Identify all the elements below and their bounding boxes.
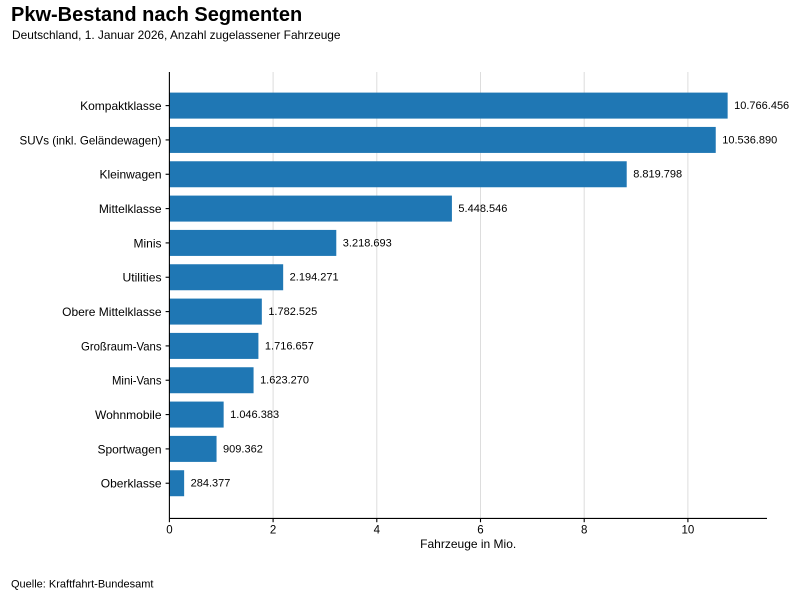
svg-text:1.046.383: 1.046.383 (230, 409, 279, 421)
svg-text:1.716.657: 1.716.657 (265, 340, 314, 352)
svg-text:Fahrzeuge in Mio.: Fahrzeuge in Mio. (420, 537, 516, 551)
svg-text:SUVs (inkl. Geländewagen): SUVs (inkl. Geländewagen) (20, 133, 162, 147)
svg-text:Kleinwagen: Kleinwagen (99, 168, 161, 182)
svg-text:Mini-Vans: Mini-Vans (112, 374, 162, 388)
svg-text:6: 6 (477, 525, 483, 537)
svg-text:Pkw-Bestand nach Segmenten: Pkw-Bestand nach Segmenten (11, 4, 302, 26)
svg-text:Quelle: Kraftfahrt-Bundesamt: Quelle: Kraftfahrt-Bundesamt (11, 578, 153, 590)
svg-text:1.782.525: 1.782.525 (268, 306, 317, 318)
svg-text:3.218.693: 3.218.693 (343, 237, 392, 249)
svg-text:Großraum-Vans: Großraum-Vans (81, 339, 162, 353)
svg-text:Oberklasse: Oberklasse (101, 477, 162, 491)
svg-text:2.194.271: 2.194.271 (290, 272, 339, 284)
svg-text:Mittelklasse: Mittelklasse (99, 202, 162, 216)
svg-text:Sportwagen: Sportwagen (97, 442, 161, 456)
svg-text:10.536.890: 10.536.890 (722, 134, 777, 146)
svg-text:Deutschland, 1. Januar 2026, A: Deutschland, 1. Januar 2026, Anzahl zuge… (12, 28, 341, 42)
svg-text:Wohnmobile: Wohnmobile (95, 408, 162, 422)
svg-text:5.448.546: 5.448.546 (458, 203, 507, 215)
svg-text:4: 4 (374, 525, 381, 537)
svg-text:1.623.270: 1.623.270 (260, 375, 309, 387)
svg-text:8: 8 (581, 525, 587, 537)
svg-text:Minis: Minis (133, 236, 161, 250)
svg-text:Utilities: Utilities (123, 271, 162, 285)
svg-text:909.362: 909.362 (223, 443, 263, 455)
svg-text:Kompaktklasse: Kompaktklasse (80, 99, 162, 113)
svg-text:2: 2 (270, 525, 276, 537)
svg-text:10: 10 (682, 525, 695, 537)
svg-text:0: 0 (166, 525, 172, 537)
svg-text:10.766.456: 10.766.456 (734, 100, 789, 112)
svg-text:284.377: 284.377 (191, 478, 231, 490)
svg-text:Obere Mittelklasse: Obere Mittelklasse (62, 305, 162, 319)
svg-text:8.819.798: 8.819.798 (633, 169, 682, 181)
